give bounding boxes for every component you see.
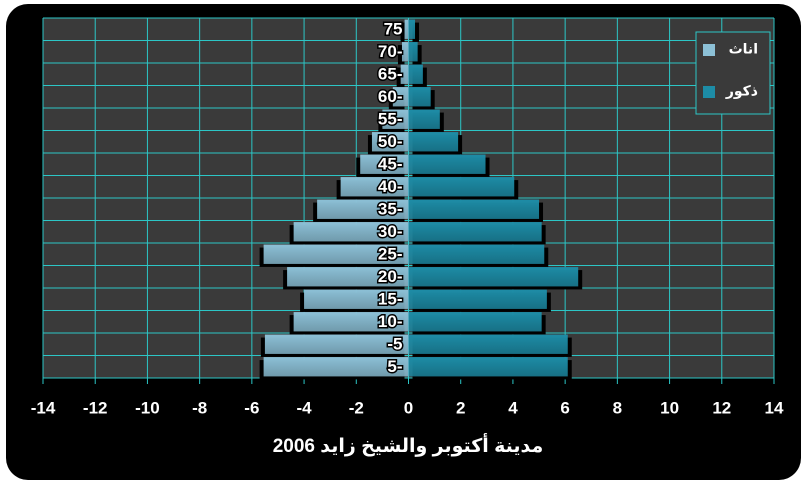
y-tick-label: 5- (387, 357, 402, 376)
legend-swatch (703, 86, 715, 98)
bar (340, 177, 409, 197)
bar (408, 64, 423, 84)
bar (408, 177, 515, 197)
x-tick-label: 6 (560, 398, 569, 417)
y-tick-label: 70- (378, 42, 403, 61)
bar (293, 312, 409, 332)
y-tick-label: 55- (378, 110, 403, 129)
bar (408, 199, 540, 219)
bar-shadow (396, 67, 405, 87)
y-tick-label: 15- (378, 290, 403, 309)
y-tick-label: 65- (378, 65, 403, 84)
x-tick-label: -14 (31, 398, 56, 417)
x-tick-label: 8 (613, 398, 622, 417)
bar (404, 19, 409, 39)
bar (408, 357, 568, 377)
bar (408, 109, 440, 129)
bar (263, 357, 409, 377)
x-tick-label: -2 (349, 398, 364, 417)
bar (408, 334, 568, 354)
x-tick-label: -12 (83, 398, 108, 417)
bar (382, 109, 409, 129)
bar (408, 312, 542, 332)
x-tick-label: 4 (508, 398, 518, 417)
y-tick-label: 20- (378, 267, 403, 286)
bar (408, 222, 542, 242)
x-tick-label: 2 (456, 398, 465, 417)
bar-shadow (400, 22, 405, 42)
y-tick-label: -5 (387, 335, 402, 354)
bar (408, 42, 418, 62)
legend-label: ذكور (725, 83, 758, 100)
bar (263, 244, 409, 264)
x-tick-label: -10 (135, 398, 160, 417)
y-tick-label: 30- (378, 222, 403, 241)
y-tick-label: 75 (384, 20, 403, 39)
x-tick-label: -4 (297, 398, 313, 417)
bar (408, 154, 486, 174)
y-tick-label: 60- (378, 87, 403, 106)
bar (371, 132, 409, 152)
bar-shadow (412, 22, 420, 42)
x-tick-label: 12 (712, 398, 731, 417)
bar (408, 244, 545, 264)
x-tick-label: 14 (765, 398, 784, 417)
y-tick-label: 50- (378, 132, 403, 151)
bar (408, 132, 459, 152)
bar (408, 19, 416, 39)
bar (400, 64, 409, 84)
y-tick-label: 35- (378, 200, 403, 219)
bar-shadow (397, 45, 405, 65)
y-tick-label: 10- (378, 312, 403, 331)
bar (304, 289, 409, 309)
x-tick-label: 0 (404, 398, 413, 417)
x-tick-label: -6 (244, 398, 259, 417)
bar (264, 334, 409, 354)
x-tick-label: 10 (660, 398, 679, 417)
y-tick-label: 40- (378, 177, 403, 196)
bar (293, 222, 409, 242)
bar (408, 87, 431, 107)
bar (408, 267, 579, 287)
x-tick-label: -8 (192, 398, 207, 417)
bar (287, 267, 409, 287)
legend-label: اناث (729, 41, 758, 57)
bar (360, 154, 409, 174)
chart-title: مدينة أكتوبر والشيخ زايد 2006 (273, 433, 544, 457)
bar (408, 289, 547, 309)
bar (401, 42, 409, 62)
bar (317, 199, 409, 219)
bar (392, 87, 409, 107)
y-tick-label: 45- (378, 155, 403, 174)
legend-swatch (703, 44, 715, 56)
y-tick-label: 25- (378, 245, 403, 264)
